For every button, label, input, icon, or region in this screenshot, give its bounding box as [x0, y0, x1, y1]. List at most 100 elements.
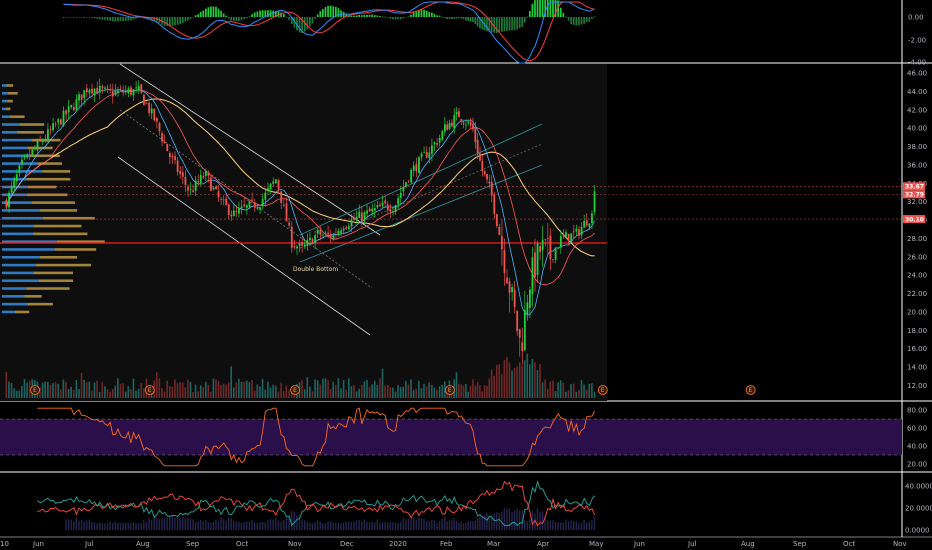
dmi-histogram-bar: [88, 519, 91, 530]
candle-body: [483, 170, 486, 175]
volume-bar: [135, 390, 137, 398]
macd-histogram-bar: [256, 11, 259, 17]
macd-histogram-bar: [483, 17, 486, 31]
volume-bar: [13, 388, 15, 398]
volume-bar: [319, 384, 322, 398]
volume-bar: [495, 364, 498, 398]
macd-histogram-bar: [384, 16, 387, 18]
volume-profile-down-bar: [14, 310, 30, 314]
dmi-histogram-bar: [392, 522, 394, 530]
up-channel-lower: [299, 164, 543, 263]
macd-histogram-bar: [389, 17, 392, 19]
volume-bar: [98, 391, 101, 398]
dmi-histogram-bar: [327, 521, 329, 530]
dmi-histogram-bar: [578, 522, 580, 530]
time-tick-label: Feb: [440, 540, 453, 548]
candle-body: [567, 233, 570, 242]
volume-bar: [534, 362, 536, 398]
volume-bar: [412, 390, 415, 398]
dmi-histogram-bar: [436, 523, 438, 530]
macd-histogram-bar: [119, 17, 122, 21]
candle-body: [322, 234, 324, 236]
volume-bar: [376, 385, 379, 398]
candle-body: [137, 85, 140, 90]
time-tick-label: Aug: [741, 540, 755, 548]
macd-histogram-bar: [83, 16, 86, 18]
candle-body: [549, 235, 552, 260]
volume-bar: [481, 391, 484, 398]
dmi-histogram-bar: [399, 521, 402, 530]
candle-body: [431, 145, 433, 155]
macd-histogram-bar: [567, 17, 570, 21]
dmi-histogram-bar: [467, 521, 469, 530]
time-axis[interactable]: 10 Jun Jul Aug Sep Oct Nov Dec 2020 Feb Mar Apr May J…: [0, 540, 907, 548]
candle-body: [448, 123, 451, 129]
earnings-marker: [444, 385, 455, 395]
candle-body: [34, 148, 36, 150]
dmi-histogram-bar: [174, 517, 176, 530]
candle-body: [204, 170, 207, 176]
macd-histogram-bar: [109, 17, 111, 21]
volume-bar: [225, 384, 227, 398]
volume-bar: [366, 379, 368, 398]
dmi-histogram-bar: [240, 522, 243, 530]
dmi-panel[interactable]: [37, 480, 596, 530]
up-channel-upper: [299, 123, 543, 236]
volume-bar: [127, 386, 130, 398]
dmi-histogram-bar: [114, 521, 116, 530]
volume-bar: [104, 386, 106, 398]
volume-bar: [85, 382, 88, 398]
macd-histogram-bar: [225, 15, 228, 17]
candle-body: [161, 133, 163, 142]
volume-bar: [65, 381, 67, 398]
rsi-panel[interactable]: [0, 407, 902, 467]
macd-panel[interactable]: [62, 0, 596, 64]
macd-histogram-bar: [441, 16, 444, 18]
volume-bar: [285, 385, 288, 398]
macd-histogram-bar: [549, 0, 552, 18]
macd-histogram-bar: [498, 17, 501, 33]
volume-profile-down-bar: [29, 154, 60, 158]
price-panel[interactable]: Double Bottom E E E E E E: [0, 63, 902, 398]
channel-lower-line: [117, 156, 371, 336]
macd-histogram-bar: [306, 17, 309, 30]
dmi-histogram-bar: [455, 520, 458, 530]
macd-histogram-bar: [275, 11, 277, 17]
volume-bar: [503, 360, 506, 398]
volume-bar: [513, 368, 516, 398]
macd-histogram-bar: [418, 10, 420, 17]
dmi-histogram-bar: [425, 521, 428, 530]
volume-bar: [176, 383, 179, 398]
macd-histogram-bar: [207, 7, 210, 17]
dmi-histogram-bar: [472, 521, 474, 530]
volume-bar: [243, 381, 245, 398]
dmi-histogram-bar: [137, 523, 140, 530]
dmi-histogram-bar: [483, 515, 486, 530]
volume-profile-up-bar: [2, 255, 40, 259]
candle-body: [207, 172, 210, 176]
volume-bar: [47, 381, 49, 398]
volume-profile-down-bar: [19, 123, 45, 126]
candle-body: [541, 239, 544, 251]
price-tag-box: [903, 182, 925, 191]
volume-profile-down-bar: [27, 302, 53, 306]
candle-body: [10, 186, 13, 193]
volume-profile-down-bar: [27, 185, 57, 189]
candle-body: [441, 131, 444, 140]
candle-body: [230, 214, 233, 217]
dmi-histogram-bar: [65, 519, 67, 530]
dmi-histogram-bar: [345, 521, 347, 530]
volume-bar: [488, 378, 491, 398]
candle-body: [329, 233, 332, 239]
volume-bar: [143, 388, 145, 398]
candle-body: [184, 176, 187, 185]
dmi-histogram-bar: [67, 519, 70, 530]
macd-histogram-bar: [122, 17, 124, 22]
dmi-histogram-bar: [73, 521, 75, 530]
volume-bar: [88, 381, 91, 398]
volume-bar: [521, 365, 523, 398]
volume-bar: [155, 372, 158, 398]
macd-histogram-bar: [104, 17, 106, 20]
